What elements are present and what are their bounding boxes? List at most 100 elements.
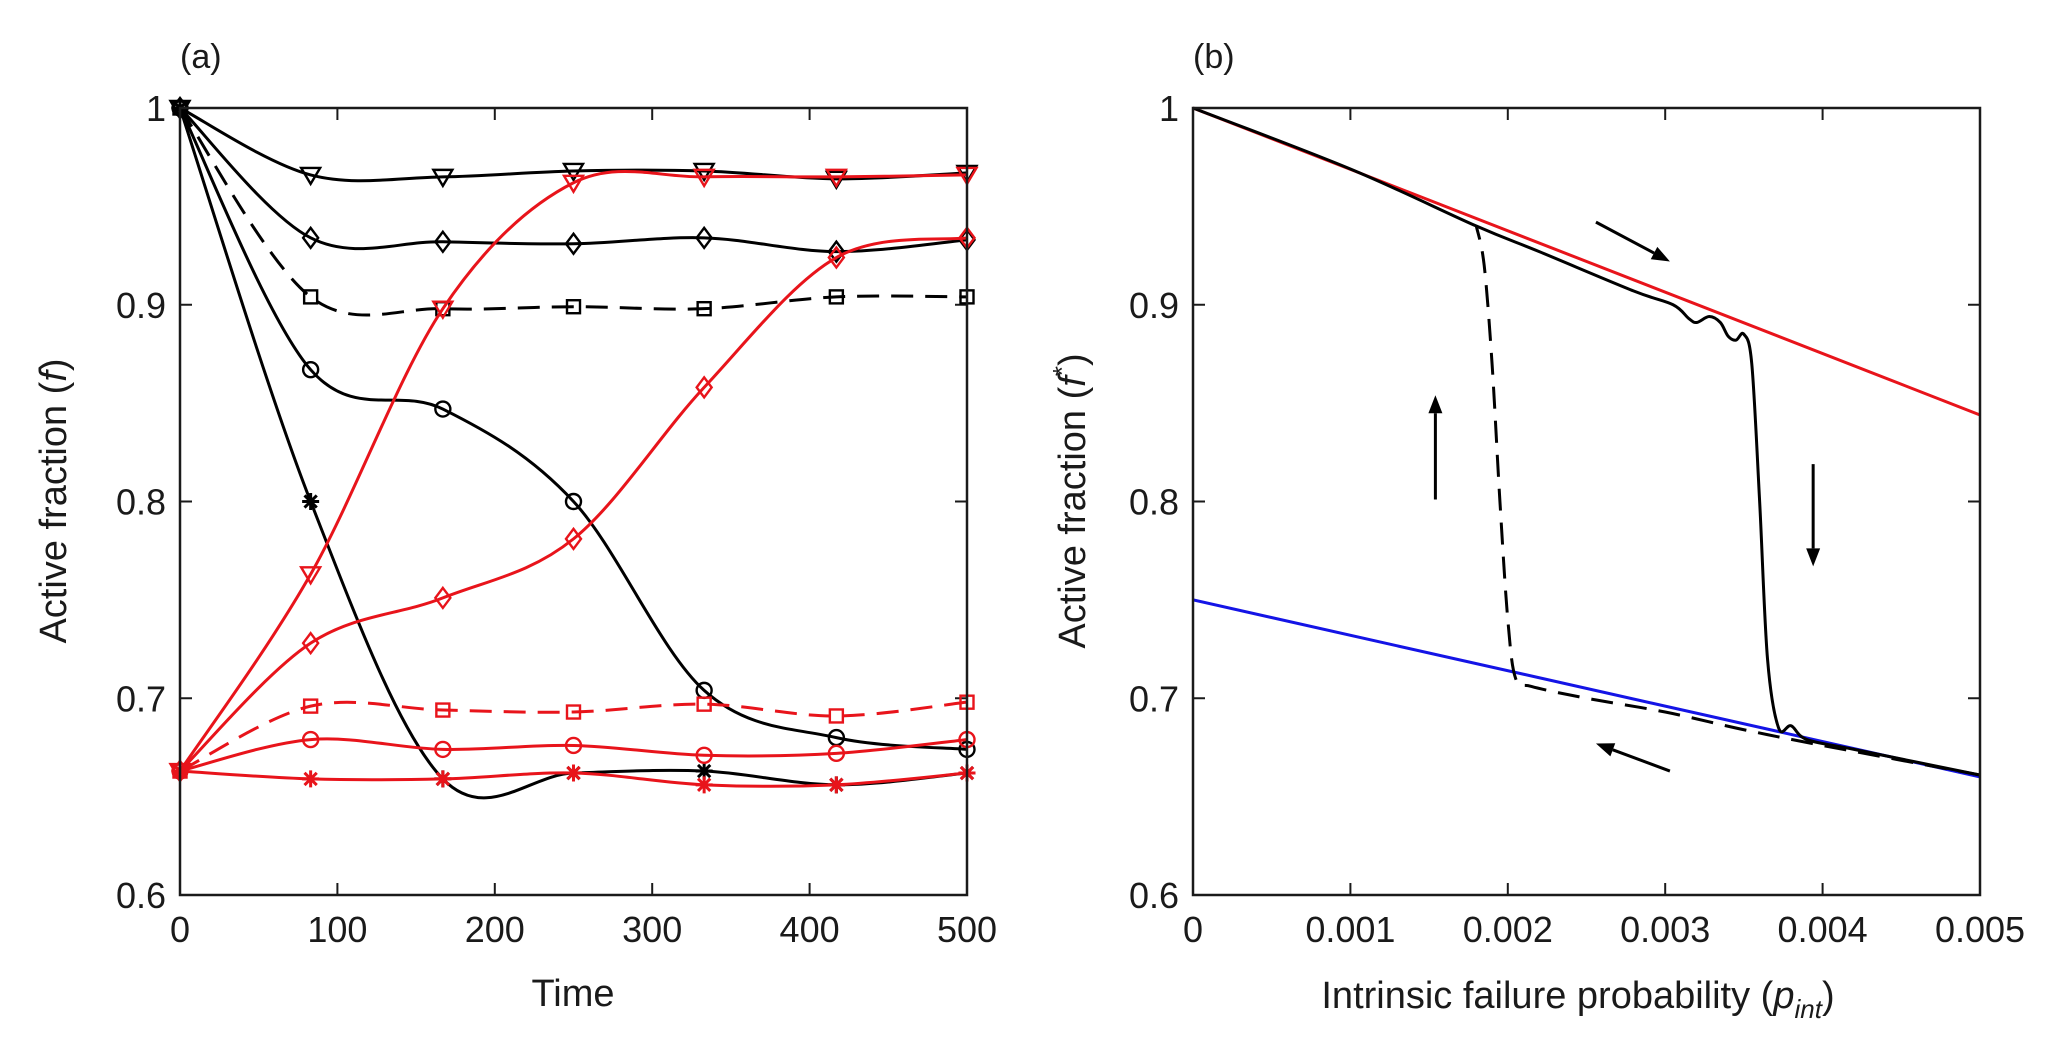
marker-red-star: [302, 770, 320, 788]
panel-b-ytick-label: 0.9: [1129, 285, 1179, 326]
panel-a-tick-labels: 0 100 200 300 400 500 0.6 0.7 0.8 0.9 1: [116, 88, 997, 950]
panel-a-ytick-label: 1: [146, 88, 166, 129]
marker-red-square: [696, 696, 712, 712]
series-black-triangle: [180, 106, 967, 183]
marker-red-circle: [301, 730, 320, 749]
marker-red-circle: [564, 736, 583, 755]
marker-red-triangle: [561, 174, 586, 195]
marker-red-circle: [695, 746, 713, 765]
series-red-circle: [180, 737, 967, 773]
arrow-up-head: [1428, 395, 1443, 414]
series-black-star: [180, 107, 967, 800]
panel-a-xlabel: Time: [531, 973, 614, 1015]
panel-b-label: (b): [1193, 38, 1235, 76]
marker-red-star: [695, 776, 713, 794]
panel-b-xtick-label: 0.002: [1463, 909, 1553, 950]
panel-a-series: [168, 96, 979, 800]
series-red-square: [180, 700, 967, 773]
series-black-circle: [180, 107, 967, 751]
marker-black-triangle: [561, 162, 586, 183]
panel-a-ytick-label: 0.9: [116, 285, 166, 326]
marker-black-circle: [301, 360, 320, 379]
panel-b-series: [1193, 106, 1980, 779]
marker-red-square: [565, 704, 582, 720]
marker-black-circle: [564, 492, 583, 511]
marker-red-star: [565, 764, 582, 782]
marker-red-diamond: [695, 375, 714, 400]
marker-red-diamond: [433, 585, 452, 610]
marker-red-diamond: [301, 631, 320, 656]
series-red-triangle: [180, 169, 967, 772]
panel-b-tick-labels: 0 0.001 0.002 0.003 0.004 0.005 0.6 0.7 0.8 0.9 1: [1129, 88, 2025, 950]
panel-b-xtick-label: 0.004: [1778, 909, 1868, 950]
panel-b-ytick-label: 0.7: [1129, 678, 1179, 719]
marker-red-star: [827, 776, 845, 794]
panel-b-xtick-label: 0.003: [1620, 909, 1710, 950]
panel-b-ytick-label: 1: [1159, 88, 1179, 129]
panel-b-ylabel-text: Active fraction (: [1052, 386, 1094, 648]
marker-black-triangle: [299, 166, 323, 187]
panel-b-ylabel-close: ): [1052, 353, 1094, 366]
marker-red-triangle: [824, 168, 848, 189]
panel-a-label: (a): [180, 38, 222, 76]
marker-red-triangle: [431, 300, 455, 321]
panel-a-xtick-label: 500: [937, 909, 997, 950]
marker-black-triangle: [692, 162, 716, 183]
panel-a-ytick-label: 0.6: [116, 875, 166, 916]
panel-a-ylabel-text: Active fraction (: [33, 381, 75, 643]
panel-b-xtick-label: 0.001: [1305, 909, 1395, 950]
panel-b-xtick-label: 0.005: [1935, 909, 2025, 950]
panel-a-ylabel-close: ): [33, 358, 75, 371]
panel-b-frame: [1191, 106, 1982, 897]
panel-b-xlabel-text: Intrinsic failure probability (: [1321, 975, 1773, 1017]
panel-b-arrows: [1428, 220, 1821, 773]
marker-red-square: [435, 702, 451, 718]
panel-b-ytick-label: 0.8: [1129, 482, 1179, 523]
series-black-square: [180, 107, 967, 317]
arrow-left-shaft: [1612, 748, 1671, 773]
series-red-diamond: [180, 236, 967, 773]
marker-red-circle: [827, 744, 846, 763]
arrow-left-head: [1595, 743, 1616, 757]
panel-b-xtick-label: 0: [1183, 909, 1203, 950]
panel-a-ytick-label: 0.7: [116, 678, 166, 719]
panel-b-ylabel-symbol: f: [1052, 373, 1094, 387]
panel-a: (a) 0 100 200 300 400 500 0.6 0.7 0.8 0.9 1 Time A…: [33, 38, 997, 1015]
series-black-dashed-backward: [1474, 225, 1980, 777]
marker-black-square: [696, 300, 712, 317]
marker-black-square: [565, 299, 582, 315]
panel-a-ylabel: Active fraction (f): [33, 358, 75, 643]
arrow-right-head: [1650, 246, 1670, 262]
marker-red-square: [828, 708, 845, 724]
panel-a-xtick-label: 300: [622, 909, 682, 950]
panel-a-ytick-label: 0.8: [116, 482, 166, 523]
marker-black-triangle: [431, 168, 455, 189]
marker-black-diamond: [564, 231, 583, 256]
marker-black-diamond: [433, 229, 452, 254]
marker-red-star: [434, 770, 452, 788]
panel-a-xtick-label: 100: [307, 909, 367, 950]
marker-black-star: [302, 493, 320, 510]
panel-b-ylabel: Active fraction (f*): [1047, 353, 1094, 648]
panel-a-frame: [178, 106, 969, 897]
marker-red-diamond: [564, 526, 583, 551]
marker-red-triangle: [692, 168, 716, 189]
panel-b-ylabel-superscript: *: [1047, 366, 1077, 376]
panel-b-xlabel-subscript: int: [1794, 994, 1823, 1024]
marker-black-star: [695, 762, 713, 780]
marker-black-square: [828, 289, 845, 305]
marker-black-circle: [434, 400, 452, 418]
panel-b-xlabel: Intrinsic failure probability (pint): [1321, 975, 1834, 1024]
panel-b-xlabel-close: ): [1822, 975, 1835, 1017]
marker-red-circle: [434, 740, 452, 759]
marker-red-diamond: [827, 245, 846, 270]
panel-a-xtick-label: 200: [465, 909, 525, 950]
marker-black-diamond: [695, 225, 714, 250]
series-black-solid-forward: [1193, 106, 1980, 777]
arrow-right-shaft: [1595, 220, 1655, 255]
marker-black-diamond: [301, 225, 320, 250]
panel-b-ticks: [1192, 107, 1981, 896]
panel-a-xtick-label: 400: [780, 909, 840, 950]
series-black-diamond: [180, 106, 967, 254]
